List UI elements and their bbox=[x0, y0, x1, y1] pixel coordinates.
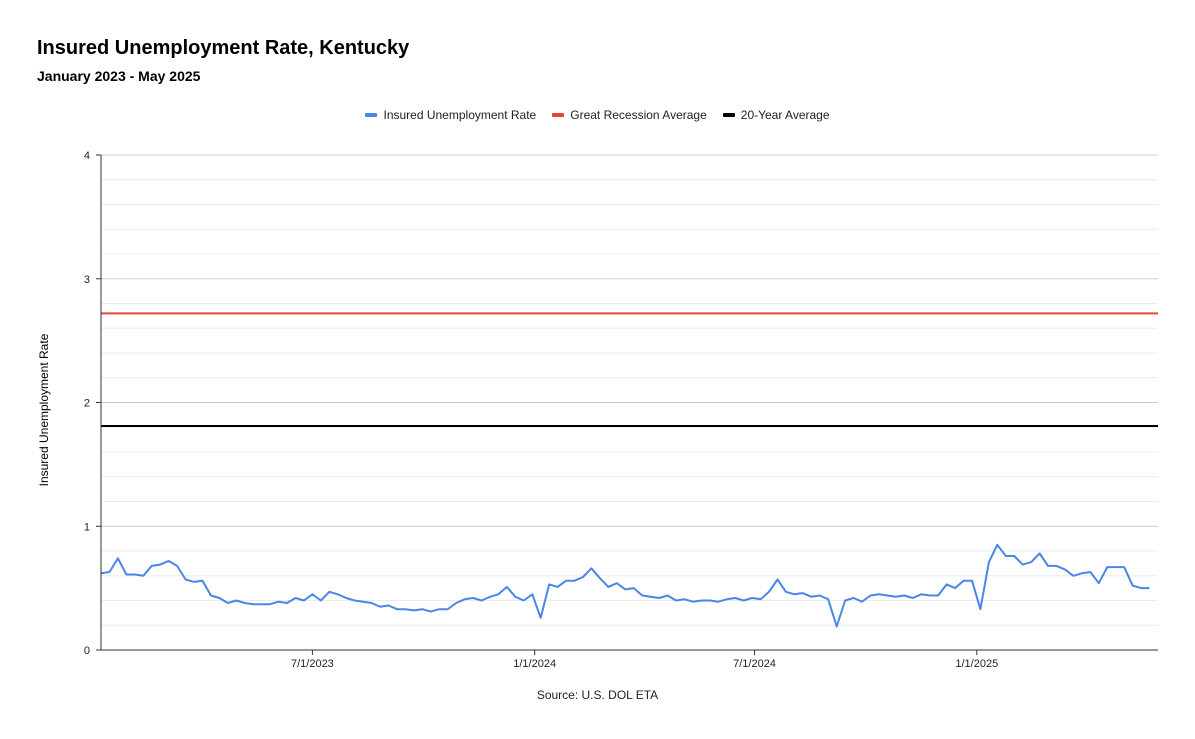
x-tick-label: 7/1/2023 bbox=[291, 658, 334, 670]
legend-item-recession: Great Recession Average bbox=[552, 108, 707, 122]
source-note: Source: U.S. DOL ETA bbox=[536, 688, 659, 702]
legend-label-twenty-year: 20-Year Average bbox=[740, 108, 830, 122]
legend-swatch-rate bbox=[365, 113, 378, 117]
y-tick-label: 1 bbox=[84, 521, 90, 533]
series-line-insured-unemployment-rate bbox=[100, 543, 1150, 628]
gridlines bbox=[101, 154, 1158, 626]
legend-label-rate: Insured Unemployment Rate bbox=[383, 108, 537, 122]
chart-title: Insured Unemployment Rate, Kentucky bbox=[37, 37, 410, 59]
reference-lines bbox=[101, 312, 1158, 428]
series-layer bbox=[100, 543, 1150, 628]
legend-swatch-twenty-year bbox=[722, 113, 735, 117]
axes: 0 1 2 3 4 7/1/2023 1/1/2024 7/1/2024 1/1/2025 bbox=[84, 150, 1158, 670]
chart-subtitle: January 2023 - May 2025 bbox=[37, 68, 201, 84]
legend-label-recession: Great Recession Average bbox=[570, 108, 707, 122]
y-tick-label: 0 bbox=[84, 645, 90, 657]
y-tick-label: 3 bbox=[84, 274, 90, 286]
y-tick-label: 2 bbox=[84, 398, 90, 410]
legend-swatch-recession bbox=[552, 113, 565, 117]
chart-legend: Insured Unemployment Rate Great Recessio… bbox=[0, 108, 1195, 122]
y-tick-label: 4 bbox=[84, 150, 90, 162]
legend-item-twenty-year: 20-Year Average bbox=[722, 108, 830, 122]
x-tick-label: 7/1/2024 bbox=[733, 658, 776, 670]
x-tick-label: 1/1/2024 bbox=[513, 658, 556, 670]
legend-item-rate: Insured Unemployment Rate bbox=[365, 108, 536, 122]
x-tick-label: 1/1/2025 bbox=[955, 658, 998, 670]
